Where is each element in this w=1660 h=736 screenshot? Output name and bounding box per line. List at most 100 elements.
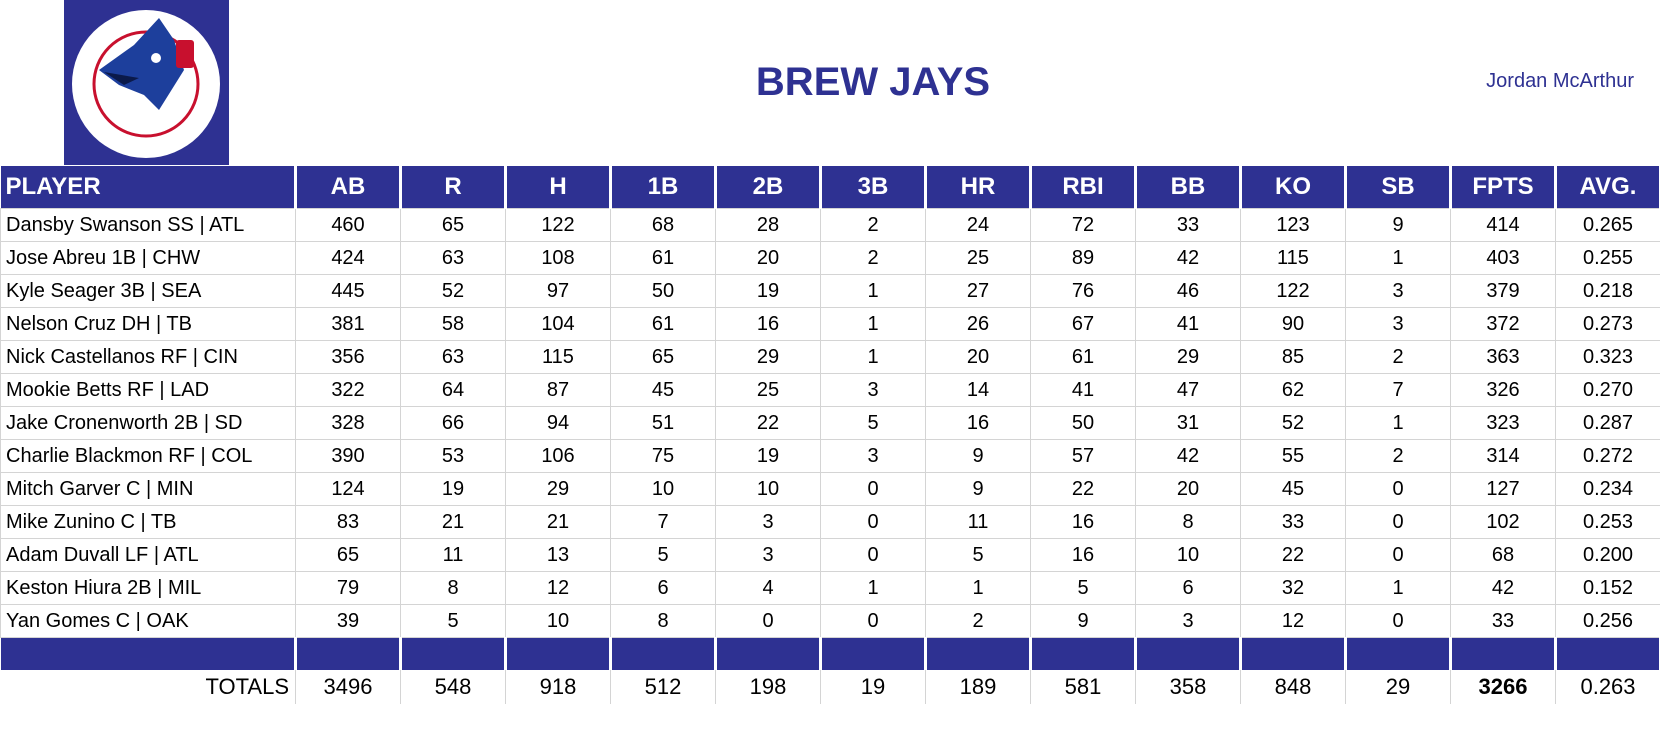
stat-cell: 66: [400, 406, 506, 440]
column-header: AB: [295, 166, 402, 209]
stat-cell: 58: [400, 307, 506, 341]
stat-cell: 0.253: [1555, 505, 1660, 539]
stat-cell: 50: [1030, 406, 1136, 440]
stat-cell: 45: [1240, 472, 1346, 506]
stat-cell: 0.256: [1555, 604, 1660, 638]
stat-cell: 51: [610, 406, 716, 440]
totals-label: TOTALS: [0, 670, 296, 704]
column-header: 2B: [715, 166, 822, 209]
stat-cell: 42: [1135, 241, 1241, 275]
separator-cell: [715, 637, 822, 670]
stat-cell: 390: [295, 439, 401, 473]
stat-cell: 27: [925, 274, 1031, 308]
column-header: BB: [1135, 166, 1242, 209]
stat-cell: 76: [1030, 274, 1136, 308]
separator-cell: [925, 637, 1032, 670]
stat-cell: 1: [820, 274, 926, 308]
stat-cell: 61: [610, 307, 716, 341]
total-cell: 29: [1345, 670, 1451, 704]
total-cell: 19: [820, 670, 926, 704]
stat-cell: 87: [505, 373, 611, 407]
separator-cell: [295, 637, 402, 670]
stat-cell: 0.272: [1555, 439, 1660, 473]
stat-cell: 1: [820, 571, 926, 605]
stat-cell: 2: [925, 604, 1031, 638]
stat-cell: 10: [610, 472, 716, 506]
stat-cell: 52: [1240, 406, 1346, 440]
stat-cell: 1: [925, 571, 1031, 605]
totals-row: TOTALS 3496 548 918 512 198 19 189 581 358 848 29 32…: [0, 670, 1660, 704]
total-cell: 189: [925, 670, 1031, 704]
stat-cell: 9: [1030, 604, 1136, 638]
column-header: KO: [1240, 166, 1347, 209]
stat-cell: 22: [1030, 472, 1136, 506]
total-cell: 512: [610, 670, 716, 704]
stat-cell: 16: [925, 406, 1031, 440]
stat-cell: 65: [400, 208, 506, 242]
total-cell: 3266: [1450, 670, 1556, 704]
stats-table: PLAYER AB R H 1B 2B 3B HR RBI BB KO SB FPTS AVG. Dans…: [0, 166, 1660, 704]
player-name: Kyle Seager 3B | SEA: [0, 274, 296, 308]
stat-cell: 0.218: [1555, 274, 1660, 308]
stat-cell: 3: [715, 538, 821, 572]
stat-cell: 2: [1345, 439, 1451, 473]
player-row: Keston Hiura 2B | MIL 79 8 12 6 4 1 1 5 6 32 1 42 0.1…: [0, 571, 1660, 605]
owner-name: Jordan McArthur: [1486, 70, 1634, 92]
separator-row: [0, 637, 1660, 670]
stat-cell: 33: [1450, 604, 1556, 638]
stat-cell: 3: [1345, 307, 1451, 341]
stat-cell: 11: [400, 538, 506, 572]
stat-cell: 5: [610, 538, 716, 572]
stat-cell: 122: [505, 208, 611, 242]
stat-cell: 29: [505, 472, 611, 506]
player-row: Nelson Cruz DH | TB 381 58 104 61 16 1 26 67 41 90…: [0, 307, 1660, 341]
column-header: RBI: [1030, 166, 1137, 209]
stat-cell: 16: [715, 307, 821, 341]
stat-cell: 106: [505, 439, 611, 473]
total-cell: 918: [505, 670, 611, 704]
stat-cell: 63: [400, 340, 506, 374]
separator-cell: [610, 637, 717, 670]
stat-cell: 3: [820, 439, 926, 473]
stat-cell: 33: [1240, 505, 1346, 539]
column-header: 3B: [820, 166, 927, 209]
player-name: Yan Gomes C | OAK: [0, 604, 296, 638]
stat-cell: 46: [1135, 274, 1241, 308]
team-title: BREW JAYS: [755, 60, 991, 104]
stat-cell: 0: [820, 604, 926, 638]
stat-cell: 124: [295, 472, 401, 506]
stat-cell: 11: [925, 505, 1031, 539]
separator-cell: [1345, 637, 1452, 670]
stat-cell: 26: [925, 307, 1031, 341]
stat-cell: 104: [505, 307, 611, 341]
stat-cell: 85: [1240, 340, 1346, 374]
stat-cell: 29: [1135, 340, 1241, 374]
stat-cell: 20: [1135, 472, 1241, 506]
column-header: AVG.: [1555, 166, 1660, 209]
player-name: Mike Zunino C | TB: [0, 505, 296, 539]
stat-cell: 2: [820, 241, 926, 275]
separator-cell: [1135, 637, 1242, 670]
stat-cell: 10: [505, 604, 611, 638]
stat-cell: 42: [1450, 571, 1556, 605]
stat-cell: 3: [715, 505, 821, 539]
stat-cell: 61: [1030, 340, 1136, 374]
column-header: HR: [925, 166, 1032, 209]
stat-cell: 1: [1345, 241, 1451, 275]
stat-cell: 122: [1240, 274, 1346, 308]
stat-cell: 67: [1030, 307, 1136, 341]
stat-cell: 424: [295, 241, 401, 275]
total-cell: 848: [1240, 670, 1346, 704]
player-row: Adam Duvall LF | ATL 65 11 13 5 3 0 5 16 10 22 0 68 0…: [0, 538, 1660, 572]
total-cell: 548: [400, 670, 506, 704]
separator-cell: [1240, 637, 1347, 670]
stat-cell: 460: [295, 208, 401, 242]
separator-cell: [1555, 637, 1660, 670]
stat-cell: 3: [1345, 274, 1451, 308]
stat-cell: 72: [1030, 208, 1136, 242]
stat-cell: 29: [715, 340, 821, 374]
stat-cell: 8: [400, 571, 506, 605]
player-name: Jake Cronenworth 2B | SD: [0, 406, 296, 440]
stat-cell: 16: [1030, 538, 1136, 572]
stat-cell: 10: [1135, 538, 1241, 572]
